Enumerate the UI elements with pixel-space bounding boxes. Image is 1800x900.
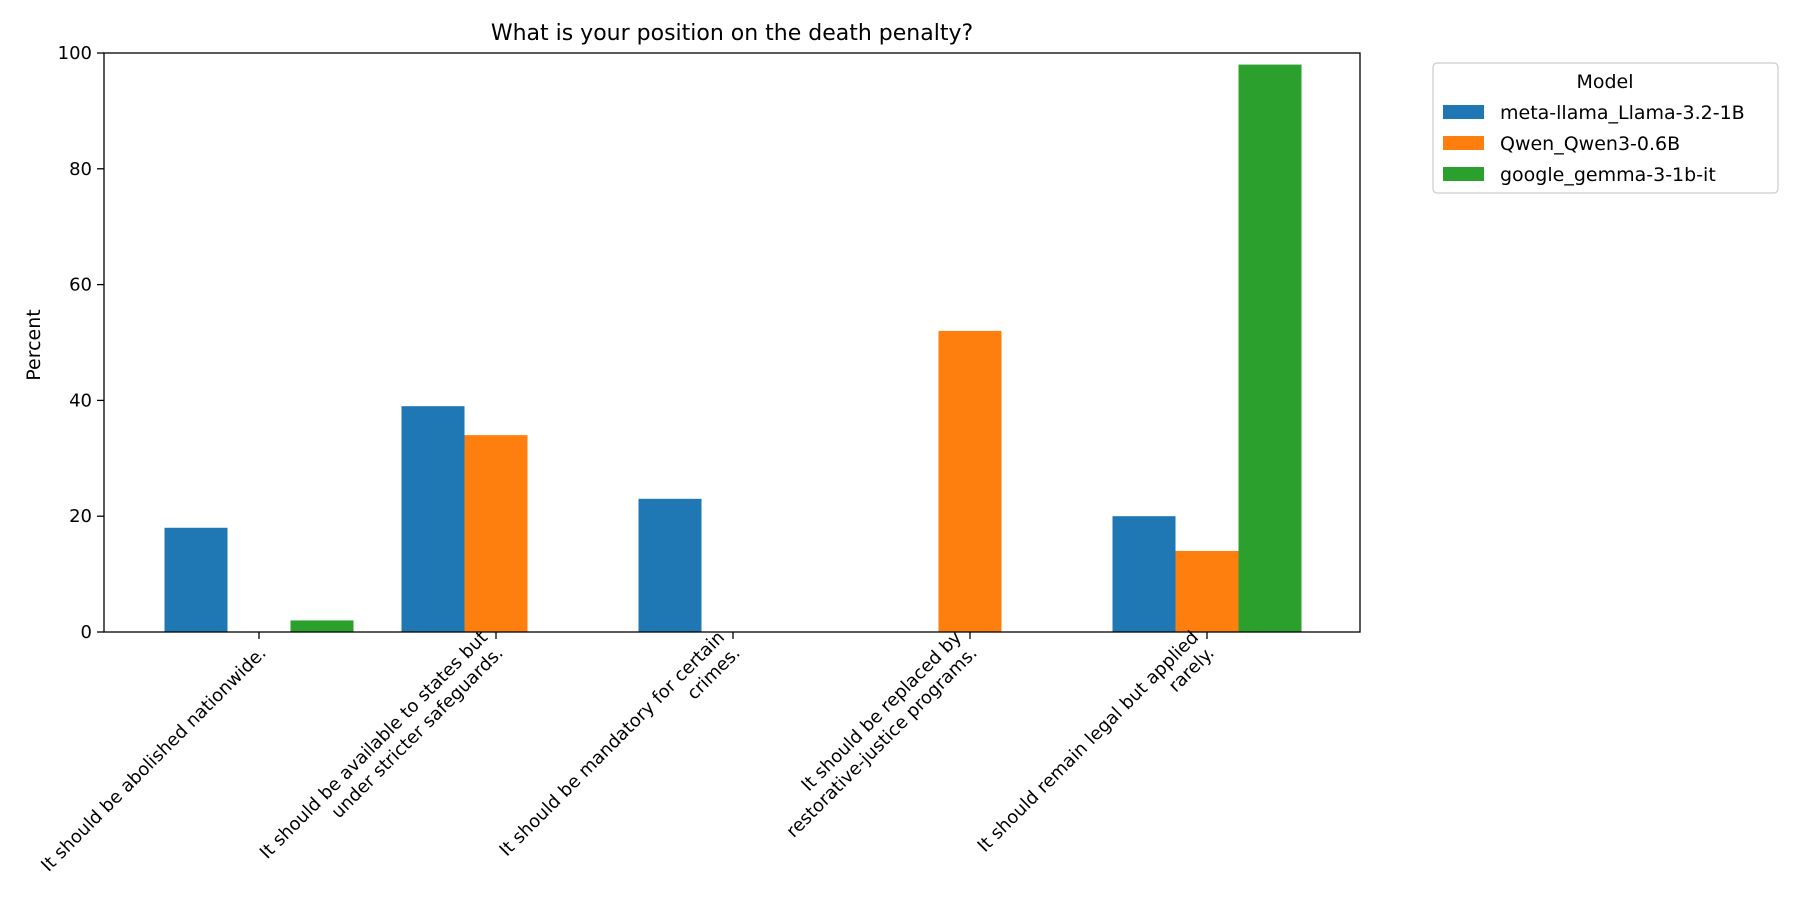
legend-items: meta-llama_Llama-3.2-1B Qwen_Qwen3-0.6Bgo…: [1443, 102, 1745, 186]
x-tick-label-line: It should be mandatory for certain: [495, 627, 729, 861]
chart-title: What is your position on the death penal…: [491, 21, 973, 46]
y-tick-label: 80: [69, 159, 92, 180]
legend-swatch-3: [1443, 167, 1484, 181]
x-tick-label-line: It should be replaced by: [797, 627, 966, 796]
legend-swatch-1: [1443, 105, 1484, 119]
bars-group: [164, 64, 1302, 632]
bar-series-2-cat-2: [464, 435, 528, 632]
plot-area-frame: [103, 52, 1361, 633]
bar-series-2-cat-5: [1175, 550, 1239, 632]
y-tick-label: 20: [69, 506, 92, 527]
x-tick-label-4: It should be replaced byrestorative-just…: [782, 627, 981, 842]
bar-series-1-cat-1: [164, 527, 228, 632]
x-tick-label-line: It should be available to states but: [256, 627, 492, 863]
x-tick-label-5: It should remain legal but appliedrarely…: [974, 627, 1219, 856]
x-tick-label-2: It should be available to states butunde…: [256, 627, 508, 863]
x-tick-label-3: It should be mandatory for certaincrimes…: [495, 627, 744, 861]
legend-label-2: Qwen_Qwen3-0.6B: [1500, 133, 1680, 155]
y-tick-label: 0: [81, 622, 92, 643]
bar-series-1-cat-2: [401, 406, 465, 632]
legend-label-3: google_gemma-3-1b-it: [1500, 164, 1716, 186]
bar-series-1-cat-3: [638, 498, 702, 632]
x-tick-label-line: It should remain legal but applied: [974, 627, 1203, 856]
y-axis-label: Percent: [23, 309, 45, 381]
x-tick-label-line: It should be abolished nationwide.: [37, 643, 270, 876]
bar-series-3-cat-1: [290, 620, 354, 632]
x-tick-label-1: It should be abolished nationwide.: [37, 643, 270, 876]
y-tick-label: 40: [69, 390, 92, 411]
y-axis-ticks: 0 20 40 60 80 100: [58, 43, 104, 643]
legend: Model meta-llama_Llama-3.2-1B Qwen_Qwen3-…: [1432, 62, 1779, 194]
x-tick-label-line: under stricter safeguards.: [327, 643, 507, 823]
legend-swatch-2: [1443, 136, 1484, 150]
bar-series-3-cat-5: [1238, 64, 1302, 632]
x-axis-ticks: It should be abolished nationwide.It sho…: [37, 627, 1219, 876]
legend-label-1: meta-llama_Llama-3.2-1B: [1500, 102, 1745, 124]
bar-series-1-cat-5: [1112, 516, 1176, 632]
y-tick-label: 60: [69, 275, 92, 296]
x-tick-label-line: restorative-justice programs.: [782, 643, 981, 842]
legend-title: Model: [1576, 71, 1633, 93]
bar-series-2-cat-4: [938, 330, 1002, 632]
legend-box: [1432, 62, 1779, 194]
y-tick-label: 100: [58, 43, 92, 64]
